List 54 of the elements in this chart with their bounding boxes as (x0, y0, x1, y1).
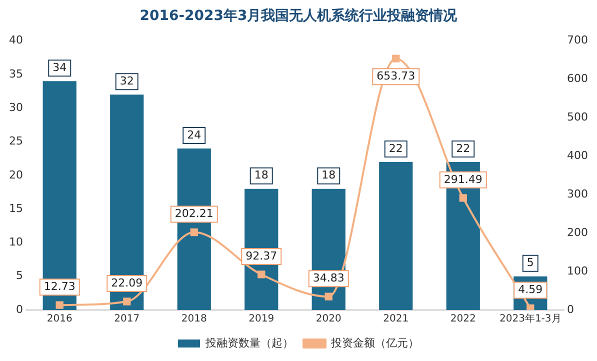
data-label: 34 (52, 61, 67, 74)
y-tick-label: 20 (8, 168, 23, 182)
x-tick-label: 2023年1-3月 (499, 312, 562, 325)
point (190, 228, 198, 236)
data-label: 24 (187, 128, 202, 142)
bar (379, 162, 413, 310)
data-label: 34.83 (312, 271, 344, 284)
bar (42, 81, 76, 310)
data-label: 12.73 (44, 280, 76, 293)
y-tick-label: 5 (16, 269, 23, 282)
point (123, 298, 131, 306)
point (392, 54, 400, 62)
y-tick-label: 10 (8, 236, 23, 249)
legend-label: 投资金额（亿元） (330, 336, 419, 350)
data-label: 18 (322, 168, 336, 182)
x-tick-label: 2016 (46, 314, 72, 325)
point (526, 304, 534, 310)
data-label: 22 (456, 142, 470, 155)
y2-tick-label: 400 (567, 149, 588, 162)
point (56, 301, 64, 309)
y2-tick-label: 600 (567, 72, 588, 86)
point (324, 292, 332, 300)
y-tick-label: 35 (8, 67, 23, 80)
y-tick-label: 25 (8, 134, 23, 148)
y2-tick-label: 700 (567, 34, 588, 47)
point (258, 270, 266, 278)
y-tick-label: 40 (8, 34, 23, 47)
x-tick-label: 2021 (383, 314, 409, 325)
y-tick-label: 0 (16, 302, 23, 316)
data-label: 4.59 (518, 283, 543, 296)
y-tick-label: 15 (8, 202, 23, 215)
y-tick-label: 30 (8, 100, 23, 114)
y2-tick-label: 200 (567, 226, 588, 239)
x-tick-label: 2019 (248, 314, 274, 325)
y2-tick-label: 500 (567, 110, 588, 124)
y2-tick-label: 100 (567, 264, 588, 278)
point (459, 194, 467, 202)
data-label: 5 (526, 256, 534, 270)
legend-label: 投融资数量（起） (204, 336, 294, 350)
chart-title: 2016-2023年3月我国无人机系统行业投融资情况 (140, 7, 458, 24)
x-tick-label: 2022 (450, 314, 476, 325)
y2-tick-label: 0 (567, 302, 574, 316)
data-label: 653.73 (376, 69, 416, 82)
data-label: 22.09 (111, 276, 143, 290)
data-label: 92.37 (246, 249, 278, 262)
data-label: 291.49 (444, 172, 482, 186)
data-label: 18 (254, 168, 268, 182)
x-tick-label: 2017 (114, 314, 140, 325)
y2-tick-label: 300 (567, 187, 588, 200)
x-tick-label: 2020 (316, 314, 342, 325)
data-label: 22 (388, 142, 403, 155)
data-label: 32 (120, 74, 134, 88)
x-tick-label: 2018 (181, 314, 207, 325)
data-label: 202.21 (174, 207, 214, 220)
